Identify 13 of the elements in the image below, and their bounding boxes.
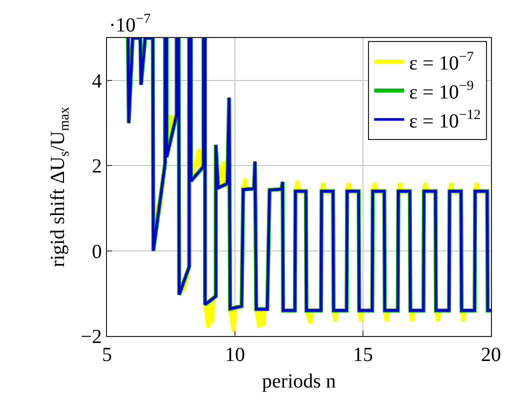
y-tick-label: 2: [92, 156, 102, 178]
y-tick-label: 4: [92, 70, 102, 93]
legend-label: ε = 10$^{−12}$: [409, 108, 481, 132]
y-tick-label: 0: [92, 240, 102, 263]
x-tick-label: 10: [225, 344, 245, 366]
text: ·10$^{−7}$: [109, 12, 151, 36]
y-tick-label: −2: [80, 326, 102, 348]
x-tick-label: 5: [102, 344, 112, 366]
x-axis-title: periods n: [262, 370, 336, 393]
x-tick-label: 20: [481, 344, 501, 366]
legend-label: ε = 10$^{−9}$: [409, 78, 474, 104]
x-tick-label: 15: [353, 344, 373, 366]
legend-label: ε = 10$^{−7}$: [409, 50, 474, 74]
